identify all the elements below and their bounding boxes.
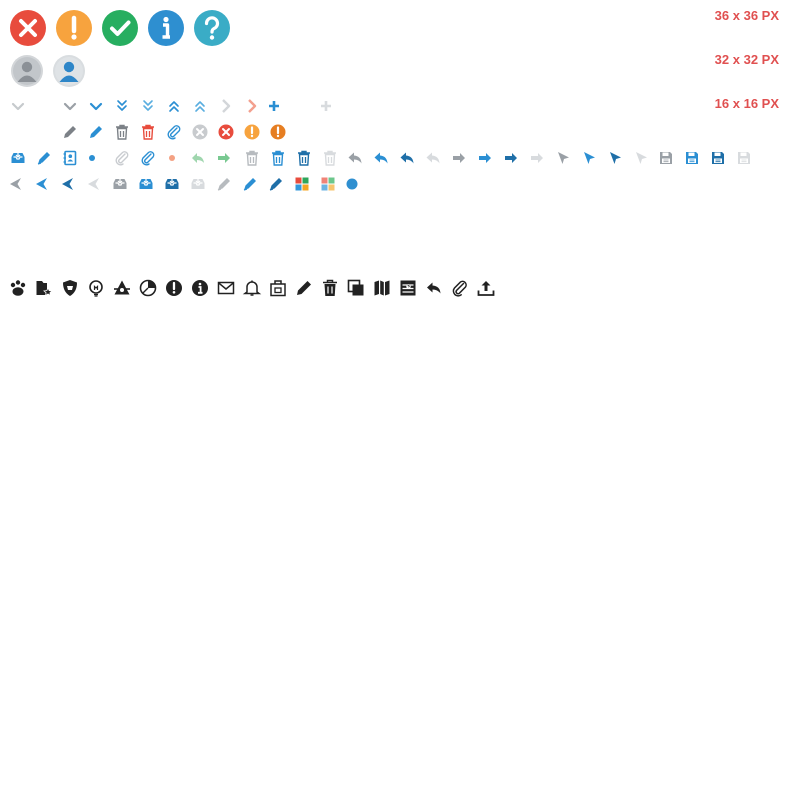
reply-icon[interactable]	[425, 279, 443, 297]
trash-icon[interactable]	[114, 124, 130, 140]
contact-book-icon[interactable]	[62, 150, 78, 166]
inbox-icon[interactable]	[138, 176, 154, 192]
save-icon[interactable]	[658, 150, 674, 166]
chevron-right-icon[interactable]	[244, 98, 260, 114]
info-circle-icon[interactable]	[191, 279, 209, 297]
copy-icon[interactable]	[347, 279, 365, 297]
size-label-32: 32 x 32 PX	[714, 52, 779, 67]
close-circle-icon[interactable]	[10, 10, 46, 46]
reply-icon[interactable]	[373, 150, 389, 166]
trash-icon[interactable]	[140, 124, 156, 140]
cursor-icon[interactable]	[581, 150, 597, 166]
save-icon[interactable]	[684, 150, 700, 166]
cursor-icon[interactable]	[555, 150, 571, 166]
arrow-right-icon[interactable]	[451, 150, 467, 166]
upload-icon[interactable]	[477, 279, 495, 297]
double-chevron-up-icon[interactable]	[166, 98, 182, 114]
cursor-left-icon[interactable]	[60, 176, 76, 192]
paperclip-icon[interactable]	[114, 150, 130, 166]
plus-icon[interactable]	[266, 98, 282, 114]
help-circle-icon[interactable]	[194, 10, 230, 46]
double-chevron-up-icon[interactable]	[192, 98, 208, 114]
lightbulb-icon[interactable]	[87, 279, 105, 297]
paw-icon[interactable]	[9, 279, 27, 297]
size-label-36: 36 x 36 PX	[714, 8, 779, 23]
info-circle-icon[interactable]	[148, 10, 184, 46]
pencil-icon[interactable]	[62, 124, 78, 140]
dot-icon[interactable]	[344, 176, 360, 192]
calendar-grid-icon[interactable]	[399, 279, 417, 297]
clipboard-bag-icon[interactable]	[269, 279, 287, 297]
cursor-left-icon[interactable]	[86, 176, 102, 192]
pencil-icon[interactable]	[295, 279, 313, 297]
dot-icon[interactable]	[164, 150, 180, 166]
envelope-icon[interactable]	[217, 279, 235, 297]
warning-circle-icon[interactable]	[165, 279, 183, 297]
pencil-icon[interactable]	[88, 124, 104, 140]
plus-icon[interactable]	[318, 98, 334, 114]
save-icon[interactable]	[710, 150, 726, 166]
chevron-down-icon[interactable]	[88, 98, 104, 114]
inbox-icon[interactable]	[10, 150, 26, 166]
folder-star-icon[interactable]	[35, 279, 53, 297]
cursor-left-icon[interactable]	[34, 176, 50, 192]
tiles-icon[interactable]	[294, 176, 310, 192]
warning-circle-icon[interactable]	[56, 10, 92, 46]
triangle-badge-icon[interactable]	[113, 279, 131, 297]
cursor-icon[interactable]	[607, 150, 623, 166]
trash-icon[interactable]	[296, 150, 312, 166]
dot-icon[interactable]	[84, 150, 100, 166]
warning-circle-icon[interactable]	[244, 124, 260, 140]
paperclip-icon[interactable]	[451, 279, 469, 297]
cursor-icon[interactable]	[633, 150, 649, 166]
inbox-icon[interactable]	[112, 176, 128, 192]
close-circle-icon[interactable]	[192, 124, 208, 140]
user-avatar-gray-icon[interactable]	[11, 55, 43, 87]
pen-icon[interactable]	[36, 150, 52, 166]
double-chevron-down-icon[interactable]	[140, 98, 156, 114]
save-icon[interactable]	[736, 150, 752, 166]
cursor-left-icon[interactable]	[8, 176, 24, 192]
arrow-right-icon[interactable]	[529, 150, 545, 166]
double-chevron-down-icon[interactable]	[114, 98, 130, 114]
chevron-down-icon[interactable]	[10, 98, 26, 114]
pen-icon[interactable]	[242, 176, 258, 192]
pie-chart-icon[interactable]	[139, 279, 157, 297]
arrow-right-icon[interactable]	[503, 150, 519, 166]
size-label-16: 16 x 16 PX	[714, 96, 779, 111]
arrow-left-icon[interactable]	[190, 150, 206, 166]
pen-icon[interactable]	[268, 176, 284, 192]
map-icon[interactable]	[373, 279, 391, 297]
close-circle-icon[interactable]	[218, 124, 234, 140]
warning-circle-icon[interactable]	[270, 124, 286, 140]
reply-icon[interactable]	[399, 150, 415, 166]
trash-icon[interactable]	[322, 150, 338, 166]
arrow-right-icon[interactable]	[216, 150, 232, 166]
chevron-down-icon[interactable]	[62, 98, 78, 114]
user-avatar-blue-icon[interactable]	[53, 55, 85, 87]
inbox-icon[interactable]	[190, 176, 206, 192]
pen-icon[interactable]	[216, 176, 232, 192]
trash-icon[interactable]	[244, 150, 260, 166]
chevron-right-icon[interactable]	[218, 98, 234, 114]
shield-icon[interactable]	[61, 279, 79, 297]
arrow-right-icon[interactable]	[477, 150, 493, 166]
reply-icon[interactable]	[425, 150, 441, 166]
trash-icon[interactable]	[321, 279, 339, 297]
tiles-icon[interactable]	[320, 176, 336, 192]
trash-icon[interactable]	[270, 150, 286, 166]
bell-icon[interactable]	[242, 279, 262, 297]
inbox-icon[interactable]	[164, 176, 180, 192]
reply-icon[interactable]	[347, 150, 363, 166]
paperclip-icon[interactable]	[140, 150, 156, 166]
paperclip-icon[interactable]	[166, 124, 182, 140]
check-circle-icon[interactable]	[102, 10, 138, 46]
